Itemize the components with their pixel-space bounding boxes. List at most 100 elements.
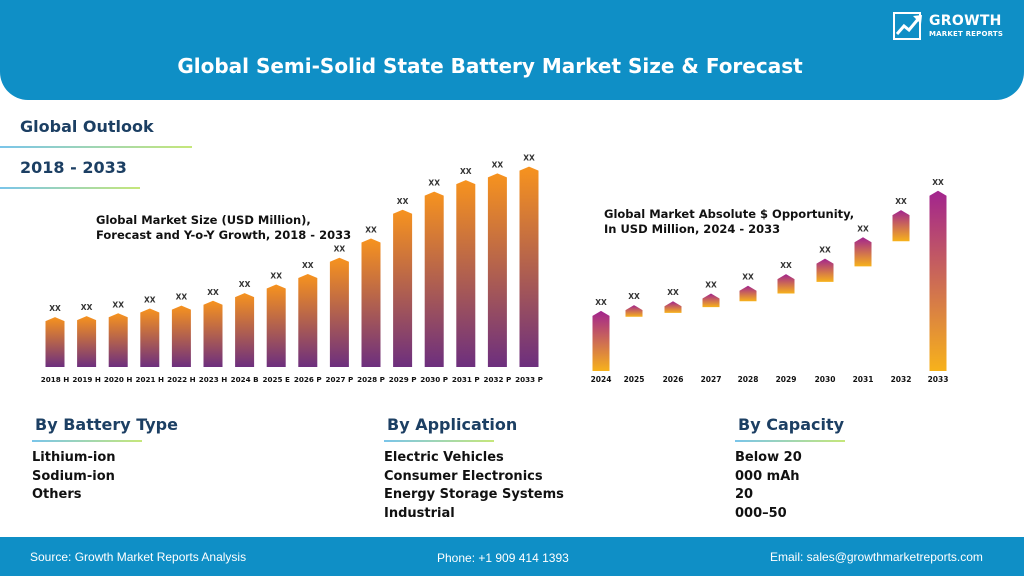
outlook-years: 2018 - 2033 — [20, 158, 127, 177]
opportunity-data-label: XX — [819, 246, 831, 255]
opportunity-tick-label: 2027 — [701, 375, 722, 384]
market-size-data-label: XX — [397, 197, 409, 206]
market-size-bar — [456, 180, 476, 367]
capacity-item: 20 — [735, 487, 754, 503]
application-heading: By Application — [387, 415, 518, 434]
logo-text-growth: GROWTH — [929, 13, 1002, 29]
phone-text: Phone: +1 909 414 1393 — [437, 551, 569, 565]
opportunity-bar — [664, 301, 682, 313]
opportunity-data-label: XX — [595, 298, 607, 307]
opportunity-tick-label: 2025 — [624, 375, 645, 384]
opportunity-tick-label: 2030 — [815, 375, 836, 384]
opportunity-tick-label: 2024 — [591, 375, 612, 384]
market-size-bar — [329, 257, 349, 367]
market-size-data-label: XX — [112, 300, 124, 309]
market-size-tick-label: 2021 H — [136, 375, 165, 384]
opportunity-bar — [777, 274, 795, 294]
market-size-bar — [171, 305, 191, 367]
application-list: Electric Vehicles Consumer Electronics E… — [384, 449, 564, 524]
market-size-tick-label: 2031 P — [452, 375, 480, 384]
market-size-bar — [108, 313, 128, 367]
capacity-list: Below 20 000 mAh 20 000–50 — [735, 449, 802, 524]
battery-type-heading: By Battery Type — [35, 415, 178, 434]
opportunity-bar — [929, 190, 947, 371]
market-size-data-label: XX — [144, 295, 156, 304]
market-size-data-label: XX — [270, 272, 282, 281]
market-size-bar-chart: XX 2018 H XX 2019 H XX 2020 H XX 2021 H XX 2022 H… — [41, 154, 543, 384]
application-item: Energy Storage Systems — [384, 487, 564, 503]
market-size-data-label: XX — [523, 154, 535, 163]
market-size-tick-label: 2027 P — [326, 375, 354, 384]
market-size-tick-label: 2019 H — [72, 375, 101, 384]
market-size-data-label: XX — [492, 160, 504, 169]
market-size-tick-label: 2030 P — [420, 375, 448, 384]
market-size-data-label: XX — [302, 261, 314, 270]
market-size-chart-title-line1: Global Market Size (USD Million), — [96, 213, 311, 227]
market-size-data-label: XX — [207, 288, 219, 297]
market-size-tick-label: 2028 P — [357, 375, 385, 384]
opportunity-data-label: XX — [628, 292, 640, 301]
market-size-tick-label: 2029 P — [389, 375, 417, 384]
application-item: Consumer Electronics — [384, 468, 543, 484]
market-size-data-label: XX — [176, 293, 188, 302]
opportunity-tick-label: 2032 — [891, 375, 912, 384]
source-text: Source: Growth Market Reports Analysis — [30, 550, 247, 564]
application-underline — [384, 440, 494, 442]
absolute-opportunity-chart: XX 2024 XX 2025 XX 2026 XX 2027 XX 2028 XX 2029 XX 20… — [591, 178, 949, 384]
capacity-item: Below 20 — [735, 450, 802, 465]
market-size-chart-title-line2: Forecast and Y-o-Y Growth, 2018 - 2033 — [96, 228, 352, 242]
market-size-data-label: XX — [239, 280, 251, 289]
company-logo: GROWTH MARKET REPORTS — [893, 12, 1008, 42]
opportunity-data-label: XX — [857, 224, 869, 233]
growth-chart-icon — [893, 12, 922, 40]
battery-type-item: Lithium-ion — [32, 450, 116, 465]
market-size-tick-label: 2032 P — [484, 375, 512, 384]
logo-text-market-reports: MARKET REPORTS — [929, 30, 1004, 38]
market-size-data-label: XX — [334, 245, 346, 254]
capacity-underline — [735, 440, 845, 442]
market-size-data-label: XX — [460, 167, 472, 176]
market-size-tick-label: 2026 P — [294, 375, 322, 384]
battery-type-item: Sodium-ion — [32, 468, 115, 484]
outlook-underline — [0, 146, 192, 148]
market-size-data-label: XX — [428, 179, 440, 188]
email-link[interactable]: Email: sales@growthmarketreports.com — [770, 550, 983, 564]
capacity-item: 000 mAh — [735, 468, 800, 484]
opportunity-chart-title: Global Market Absolute $ Opportunity, In… — [604, 207, 854, 237]
market-size-data-label: XX — [365, 226, 377, 235]
application-item: Electric Vehicles — [384, 450, 504, 465]
capacity-heading: By Capacity — [738, 415, 845, 434]
market-size-bar — [77, 316, 97, 367]
market-size-bar — [298, 273, 318, 367]
footer-bar: Source: Growth Market Reports Analysis P… — [0, 537, 1024, 576]
charts-canvas: XX 2018 H XX 2019 H XX 2020 H XX 2021 H XX 2022 H… — [41, 154, 949, 384]
opportunity-bar — [592, 310, 610, 371]
market-size-tick-label: 2018 H — [41, 375, 70, 384]
battery-type-underline — [32, 440, 142, 442]
market-size-tick-label: 2023 H — [199, 375, 228, 384]
opportunity-chart-title-line1: Global Market Absolute $ Opportunity, — [604, 207, 855, 221]
opportunity-data-label: XX — [932, 178, 944, 187]
opportunity-tick-label: 2028 — [738, 375, 759, 384]
page-title: Global Semi-Solid State Battery Market S… — [177, 54, 803, 78]
market-size-bar — [361, 238, 381, 367]
opportunity-bar — [702, 293, 720, 308]
opportunity-chart-title-line2: In USD Million, 2024 - 2033 — [604, 222, 781, 236]
market-size-bar — [45, 317, 65, 367]
opportunity-data-label: XX — [705, 280, 717, 289]
global-outlook-label: Global Outlook — [20, 117, 154, 136]
market-size-bar — [235, 293, 255, 367]
opportunity-data-label: XX — [667, 288, 679, 297]
opportunity-data-label: XX — [780, 261, 792, 270]
market-size-bar — [487, 173, 507, 367]
battery-type-list: Lithium-ion Sodium-ion Others — [32, 449, 116, 505]
opportunity-tick-label: 2026 — [663, 375, 684, 384]
market-size-bar — [203, 300, 223, 367]
opportunity-bar — [739, 285, 757, 302]
market-size-data-label: XX — [81, 303, 93, 312]
opportunity-bar — [625, 305, 643, 317]
application-item: Industrial — [384, 506, 455, 522]
opportunity-tick-label: 2031 — [853, 375, 874, 384]
market-size-bar — [140, 308, 160, 367]
market-size-tick-label: 2022 H — [167, 375, 196, 384]
